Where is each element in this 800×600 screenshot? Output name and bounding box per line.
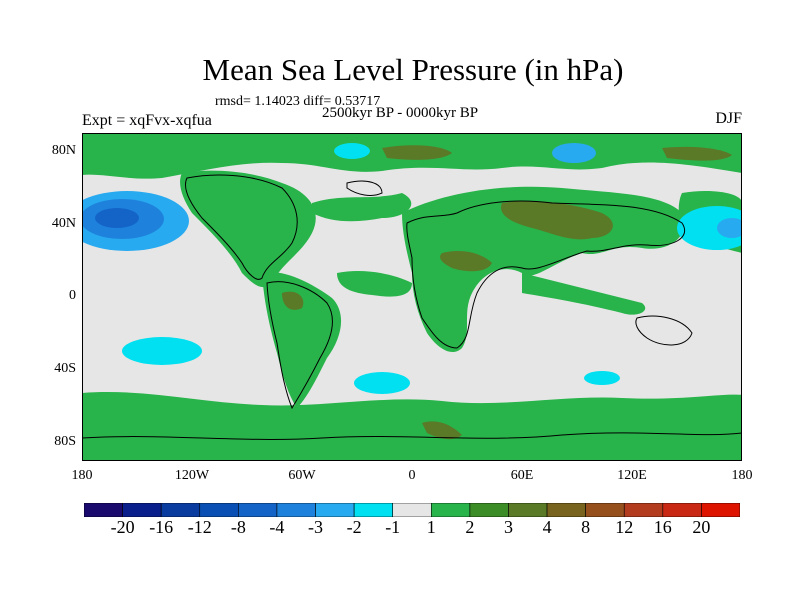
experiment-label: Expt = xqFvx-xqfua [82, 112, 212, 129]
positive-strong-regions [282, 145, 732, 440]
lat-label-80s: 80S [54, 434, 76, 449]
legend-box [238, 503, 278, 517]
lon-label-0: 0 [408, 468, 416, 483]
legend-box [623, 503, 664, 517]
legend-label: -3 [308, 517, 323, 537]
legend-box [662, 503, 702, 517]
legend-label: -12 [187, 517, 212, 537]
legend-label: -16 [149, 517, 174, 537]
legend-label: 8 [581, 517, 591, 537]
legend-box [546, 503, 586, 517]
legend-box [469, 503, 509, 517]
lon-label-120e: 120E [617, 468, 647, 483]
lat-label-40n: 40N [51, 216, 76, 231]
legend-label: 4 [542, 517, 552, 537]
legend-label: -1 [385, 517, 401, 537]
legend-label: 16 [653, 517, 672, 537]
legend-label: 1 [426, 517, 436, 537]
lon-label-60e: 60E [510, 468, 534, 483]
legend-box [199, 503, 239, 517]
legend-box [392, 503, 432, 517]
negative-anomaly-regions [82, 143, 742, 394]
legend-label: 3 [504, 517, 513, 537]
lon-label-60w: 60W [288, 468, 316, 483]
lat-label-40s: 40S [54, 361, 76, 376]
lon-label-180w: 180 [71, 468, 93, 483]
coastlines [82, 174, 742, 440]
legend-label: -20 [110, 517, 135, 537]
lat-label-80n: 80N [51, 143, 76, 158]
legend-label: -4 [269, 517, 285, 537]
legend-box [701, 503, 740, 517]
legend-label: 2 [465, 517, 475, 537]
stats-label: rmsd= 1.14023 diff= 0.53717 [215, 94, 381, 109]
lon-label-180e: 180 [731, 468, 753, 483]
legend-label: -2 [346, 517, 362, 537]
legend-box [508, 503, 548, 517]
legend-box [84, 503, 123, 517]
season-label: DJF [715, 110, 742, 127]
lat-label-0: 0 [69, 288, 76, 303]
legend-box [315, 503, 355, 517]
legend-box [353, 503, 394, 517]
legend-box [585, 503, 625, 517]
legend-label: -8 [230, 517, 246, 537]
period-label: 2500kyr BP - 0000kyr BP [322, 105, 479, 121]
map-title: Mean Sea Level Pressure (in hPa) [202, 52, 624, 87]
legend-box [122, 503, 162, 517]
legend-box [160, 503, 201, 517]
legend-label: 20 [692, 517, 711, 537]
legend-box [276, 503, 316, 517]
map-frame [82, 133, 742, 461]
pressure-map [82, 133, 742, 461]
legend-label: 12 [615, 517, 634, 537]
legend-colorbar [84, 503, 740, 517]
legend-box [430, 503, 471, 517]
lon-label-120w: 120W [174, 468, 210, 483]
